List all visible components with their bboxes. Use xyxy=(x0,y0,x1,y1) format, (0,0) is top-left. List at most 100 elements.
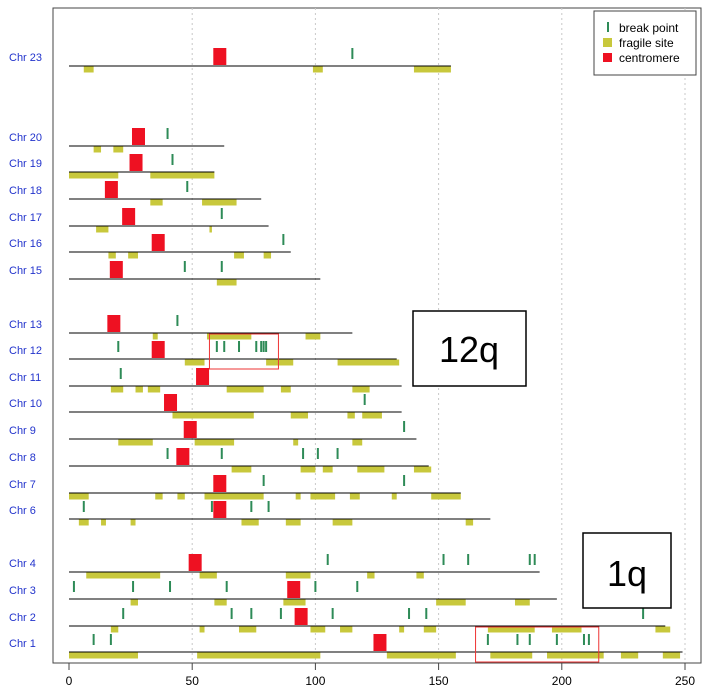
fragile-site xyxy=(416,572,424,579)
chromosome-label: Chr 11 xyxy=(9,372,41,384)
chromosome-row: Chr 10 xyxy=(9,394,402,419)
fragile-site xyxy=(295,493,301,500)
chromosome-row: Chr 4 xyxy=(9,554,540,579)
fragile-site xyxy=(118,439,153,446)
fragile-site xyxy=(172,412,254,419)
fragile-site xyxy=(362,412,382,419)
centromere xyxy=(213,475,227,492)
fragile-site xyxy=(96,226,109,233)
fragile-site xyxy=(399,626,405,633)
fragile-site xyxy=(340,626,353,633)
fragile-site xyxy=(465,519,474,526)
centromere xyxy=(176,448,190,465)
chromosome-label: Chr 9 xyxy=(9,425,36,437)
fragile-site xyxy=(199,626,205,633)
legend-label: break point xyxy=(619,21,679,35)
fragile-site xyxy=(135,386,143,393)
legend-label: centromere xyxy=(619,51,680,65)
fragile-site xyxy=(194,439,235,446)
fragile-site xyxy=(305,333,321,340)
fragile-site xyxy=(155,493,163,500)
legend-label: fragile site xyxy=(619,36,674,50)
centromere xyxy=(164,394,178,411)
fragile-site xyxy=(147,386,161,393)
fragile-site xyxy=(93,146,102,153)
chromosome-row: Chr 18 xyxy=(9,181,262,206)
fragile-site xyxy=(391,493,397,500)
chromosome-label: Chr 6 xyxy=(9,505,36,517)
chromosome-label: Chr 4 xyxy=(9,558,36,570)
fragile-site xyxy=(283,599,306,606)
fragile-site xyxy=(108,252,116,259)
chromosome-label: Chr 3 xyxy=(9,585,36,597)
centromere xyxy=(213,501,227,518)
fragile-site xyxy=(367,572,375,579)
fragile-site xyxy=(337,359,400,366)
chromosome-label: Chr 2 xyxy=(9,612,36,624)
fragile-site xyxy=(83,66,94,73)
chromosome-label: Chr 16 xyxy=(9,238,42,250)
fragile-site xyxy=(547,652,604,659)
fragile-site xyxy=(239,626,257,633)
centromere xyxy=(294,608,308,625)
grid xyxy=(191,8,686,663)
chromosome-label: Chr 7 xyxy=(9,479,36,491)
chromosome-label: Chr 10 xyxy=(9,398,42,410)
callout-1q: 1q xyxy=(582,532,672,609)
plot-frame xyxy=(52,7,702,664)
x-axis: 0 50 100 150 200 250 xyxy=(66,663,695,688)
fragile-site xyxy=(413,66,451,73)
fragile-site xyxy=(234,252,244,259)
fragile-site xyxy=(184,359,205,366)
fragile-site xyxy=(436,599,466,606)
fragile-site xyxy=(150,199,163,206)
callout-12q-text: 12q xyxy=(439,329,499,370)
chromosome-label: Chr 12 xyxy=(9,345,42,357)
chromosome-row: Chr 23 xyxy=(9,48,451,73)
x-tick-label: 0 xyxy=(66,674,73,688)
fragile-site xyxy=(241,519,259,526)
centromere xyxy=(183,421,197,438)
fragile-site xyxy=(310,626,326,633)
centromere xyxy=(122,208,136,225)
chromosome-label: Chr 23 xyxy=(9,52,42,64)
fragile-site xyxy=(266,359,294,366)
fragile-site xyxy=(263,252,272,259)
chromosome-label: Chr 20 xyxy=(9,132,42,144)
centromere xyxy=(373,634,387,651)
fragile-site xyxy=(352,439,363,446)
chromosome-row: Chr 11 xyxy=(9,368,402,393)
chromosome-label: Chr 17 xyxy=(9,212,42,224)
fragile-site xyxy=(204,493,264,500)
centromere xyxy=(131,128,145,145)
fragile-site xyxy=(551,626,582,633)
callout-12q: 12q xyxy=(412,310,527,387)
centromere xyxy=(151,341,165,358)
fragile-site xyxy=(662,652,681,659)
chromosome-row: Chr 1 xyxy=(9,634,683,659)
chromosome-row: Chr 8 xyxy=(9,448,432,473)
fragile-site xyxy=(386,652,456,659)
chromosome-row: Chr 9 xyxy=(9,421,417,446)
chromosome-label: Chr 1 xyxy=(9,638,36,650)
chromosome-row: Chr 20 xyxy=(9,128,225,153)
fragile-site xyxy=(352,386,370,393)
fragile-site xyxy=(69,493,89,500)
chromosome-row: Chr 6 xyxy=(9,501,491,526)
fragile-site xyxy=(490,652,533,659)
centromere xyxy=(109,261,123,278)
fragile-site xyxy=(216,279,237,286)
fragile-site xyxy=(431,493,461,500)
fragile-site xyxy=(199,572,217,579)
chromosome-row: Chr 12 xyxy=(9,341,400,366)
fragile-site xyxy=(113,146,124,153)
fragile-site xyxy=(69,172,119,179)
fragile-site xyxy=(280,386,291,393)
fragile-site xyxy=(110,386,124,393)
fragile-site xyxy=(86,572,161,579)
fragile-site xyxy=(128,252,138,259)
chromosome-row: Chr 15 xyxy=(9,261,321,286)
centromere xyxy=(196,368,210,385)
fragile-site xyxy=(514,599,530,606)
